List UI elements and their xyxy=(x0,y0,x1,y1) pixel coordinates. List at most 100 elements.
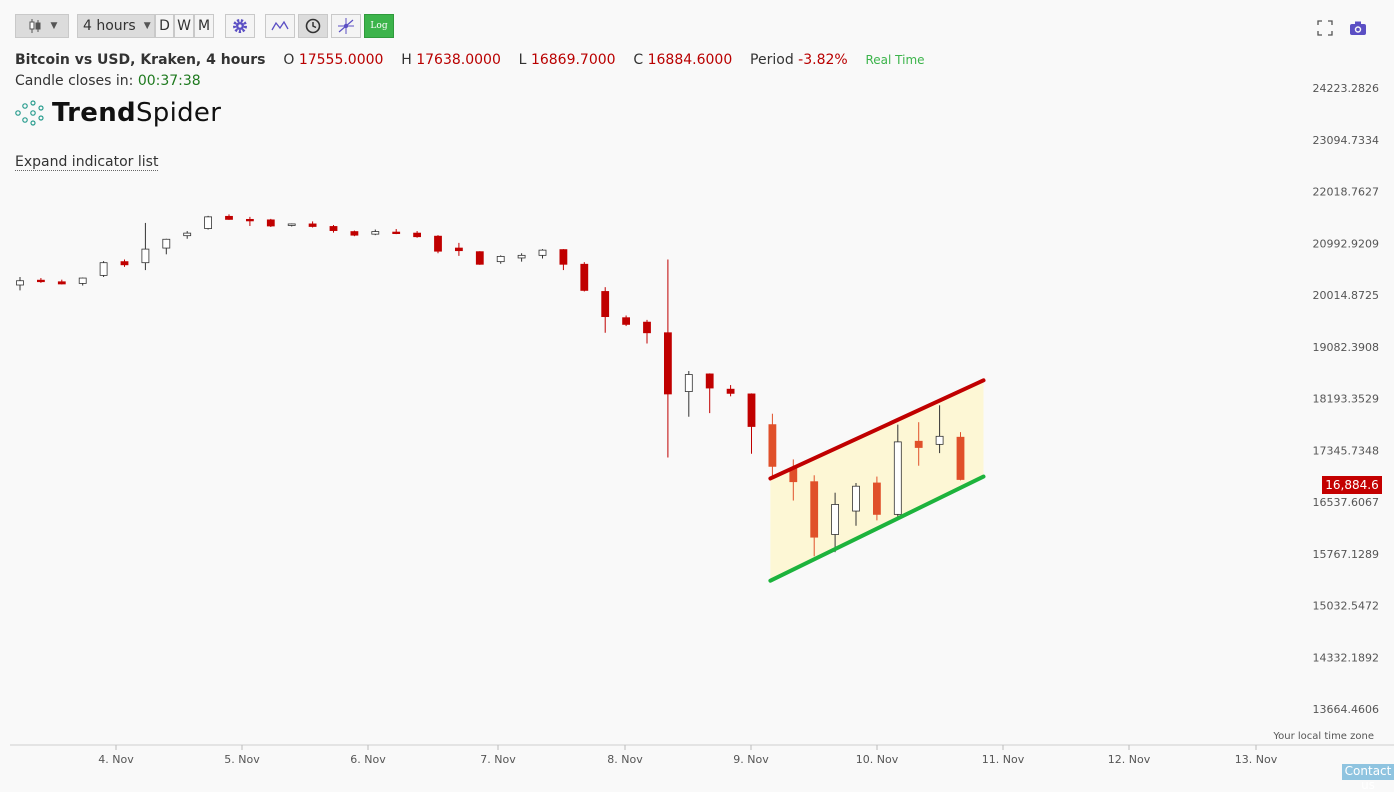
candle-body xyxy=(225,215,233,220)
x-tick-label: 9. Nov xyxy=(733,753,769,766)
y-tick-label: 18193.3529 xyxy=(1313,393,1379,406)
candle-body xyxy=(643,321,651,334)
low-label: L xyxy=(518,52,527,68)
expand-indicator-link[interactable]: Expand indicator list xyxy=(15,154,159,171)
symbol-title: Bitcoin vs USD, Kraken, 4 hours xyxy=(15,52,266,68)
countdown-label: Candle closes in: xyxy=(15,73,134,89)
logo-text-bold: Trend xyxy=(52,98,136,128)
x-tick-label: 12. Nov xyxy=(1108,753,1151,766)
trendspider-logo: TrendSpider xyxy=(14,98,221,128)
x-tick-label: 13. Nov xyxy=(1235,753,1278,766)
candle-body xyxy=(873,482,881,515)
candle-countdown: Candle closes in: 00:37:38 xyxy=(15,73,201,89)
candle-body xyxy=(308,223,317,227)
replay-button[interactable] xyxy=(298,14,328,38)
close-value: 16884.6000 xyxy=(647,52,733,68)
y-tick-label: 14332.1892 xyxy=(1313,651,1379,664)
toolbar: ▼ 4 hours ▼ D W M Log xyxy=(0,0,1394,50)
y-tick-label: 20014.8725 xyxy=(1313,289,1379,302)
period-value: -3.82% xyxy=(798,52,848,68)
timezone-label: Your local time zone xyxy=(1273,731,1374,742)
candle-body xyxy=(601,291,610,318)
timeframe-label: 4 hours xyxy=(83,18,136,34)
candle-body xyxy=(538,249,547,256)
candle-body xyxy=(245,218,254,222)
candle-body xyxy=(831,504,839,535)
candle-body xyxy=(956,436,965,480)
y-tick-label: 24223.2826 xyxy=(1313,82,1379,95)
chart-type-button[interactable]: ▼ xyxy=(15,14,69,38)
candle-body xyxy=(329,226,338,231)
close-label: C xyxy=(633,52,644,68)
x-tick-label: 5. Nov xyxy=(224,753,260,766)
candle-body xyxy=(726,388,735,394)
candle-body xyxy=(16,280,24,286)
countdown-value: 00:37:38 xyxy=(137,73,201,89)
chevron-down-icon: ▼ xyxy=(50,21,58,31)
x-tick-label: 8. Nov xyxy=(607,753,643,766)
timeframe-day-button[interactable]: D xyxy=(155,14,174,38)
x-tick-label: 4. Nov xyxy=(98,753,134,766)
logo-text: TrendSpider xyxy=(52,98,221,128)
realtime-badge: Real Time xyxy=(865,53,925,67)
candlestick-icon xyxy=(29,19,41,33)
candle-body xyxy=(266,219,275,227)
candle-body xyxy=(434,235,442,252)
candle-body xyxy=(57,281,66,285)
ohlc-header: Bitcoin vs USD, Kraken, 4 hours O 17555.… xyxy=(15,52,925,68)
candle-body xyxy=(413,232,422,238)
candle-body xyxy=(935,435,944,445)
candle-body xyxy=(684,374,693,392)
candle-body xyxy=(183,232,192,237)
y-tick-label: 15767.1289 xyxy=(1313,548,1379,561)
last-price-label: 16,884.6 xyxy=(1322,476,1382,494)
candle-body xyxy=(664,332,672,395)
candle-body xyxy=(580,263,589,291)
y-tick-label: 19082.3908 xyxy=(1313,341,1379,354)
log-scale-button[interactable]: Log xyxy=(364,14,394,38)
candle-body xyxy=(141,248,150,264)
y-tick-label: 15032.5472 xyxy=(1313,600,1379,613)
candle-body xyxy=(287,223,296,226)
spider-logo-icon xyxy=(15,100,44,126)
camera-icon[interactable] xyxy=(1349,20,1367,36)
timeframe-week-button[interactable]: W xyxy=(174,14,194,38)
channel-bottom-line xyxy=(768,474,986,583)
candle-body xyxy=(120,261,129,266)
line-chart-icon xyxy=(271,20,289,31)
chevron-down-icon: ▼ xyxy=(143,21,151,31)
drawing-tools-button[interactable] xyxy=(331,14,361,38)
period-label: Period xyxy=(750,52,794,68)
candle-body xyxy=(705,373,714,389)
gear-icon xyxy=(233,19,247,33)
low-value: 16869.7000 xyxy=(530,52,616,68)
x-tick-label: 7. Nov xyxy=(480,753,516,766)
contact-button[interactable]: Contact us xyxy=(1342,764,1394,792)
open-value: 17555.0000 xyxy=(298,52,384,68)
timeframe-select[interactable]: 4 hours ▼ xyxy=(77,14,155,38)
candle-body xyxy=(78,277,87,284)
timeframe-month-button[interactable]: M xyxy=(194,14,214,38)
open-label: O xyxy=(283,52,295,68)
candle-body xyxy=(371,231,380,235)
channel-top-line xyxy=(768,378,986,481)
crosshair-icon xyxy=(338,18,354,34)
y-tick-label: 23094.7334 xyxy=(1313,134,1379,147)
indicators-button[interactable] xyxy=(265,14,295,38)
x-tick-label: 6. Nov xyxy=(350,753,386,766)
candle-body xyxy=(517,254,526,259)
high-label: H xyxy=(401,52,412,68)
y-tick-label: 13664.4606 xyxy=(1313,703,1379,716)
candle-body xyxy=(852,485,860,512)
candle-body xyxy=(914,440,923,448)
high-value: 17638.0000 xyxy=(416,52,501,68)
candle-body xyxy=(204,216,213,229)
fullscreen-icon[interactable] xyxy=(1317,20,1333,36)
candle-body xyxy=(454,247,463,252)
settings-button[interactable] xyxy=(225,14,255,38)
candle-body xyxy=(622,317,630,325)
candle-body xyxy=(559,249,568,265)
candle-body xyxy=(810,481,819,538)
logo-text-light: Spider xyxy=(135,98,222,128)
